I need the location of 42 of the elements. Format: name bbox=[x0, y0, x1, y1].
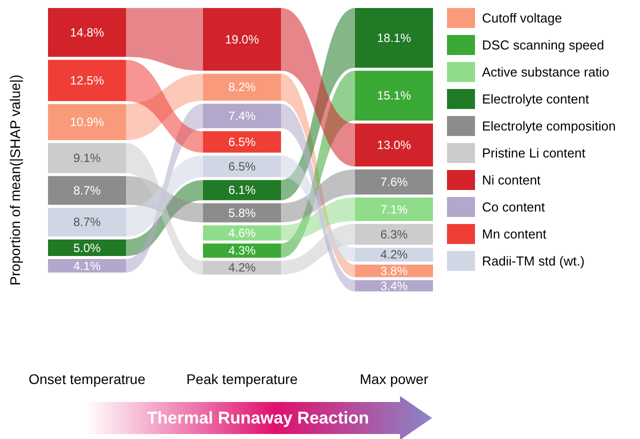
category-label: Max power bbox=[360, 371, 429, 387]
data-label: 5.8% bbox=[228, 206, 256, 220]
legend-label: Ni content bbox=[482, 172, 541, 188]
data-label: 6.1% bbox=[228, 183, 256, 198]
data-label: 8.7% bbox=[73, 215, 101, 230]
text: Proportion of mean(|SHAP value|) bbox=[7, 74, 23, 286]
legend-label: Active substance ratio bbox=[482, 64, 610, 80]
category-label: Peak temperature bbox=[186, 371, 298, 387]
data-label: 8.7% bbox=[73, 183, 101, 198]
legend-label: Pristine Li content bbox=[482, 146, 586, 160]
data-label: 6.5% bbox=[228, 134, 256, 149]
legend-label: Co content bbox=[482, 200, 546, 214]
data-label: 4.1% bbox=[73, 258, 101, 273]
data-label: 4.2% bbox=[380, 248, 408, 262]
data-label: 14.8% bbox=[70, 25, 104, 40]
data-label: 8.2% bbox=[228, 80, 256, 94]
data-label: 6.5% bbox=[228, 159, 256, 174]
legend-label: Electrolyte content bbox=[482, 92, 590, 106]
legend-label: Electrolyte composition bbox=[482, 118, 616, 134]
data-label: 3.8% bbox=[380, 264, 408, 278]
data-label: 7.4% bbox=[228, 108, 256, 123]
data-label: 19.0% bbox=[224, 32, 260, 46]
data-label: 4.3% bbox=[228, 244, 256, 258]
data-label: 18.1% bbox=[376, 30, 412, 45]
data-label: 6.3% bbox=[380, 227, 408, 242]
legend-label: Cutoff voltage bbox=[482, 10, 562, 26]
data-label: 10.9% bbox=[70, 115, 104, 130]
data-label: 13.0% bbox=[376, 138, 412, 152]
data-label: 4.2% bbox=[228, 260, 256, 275]
data-label: 4.6% bbox=[228, 226, 256, 240]
data-label: 5.0% bbox=[73, 240, 101, 255]
legend-label: DSC scanning speed bbox=[482, 38, 604, 52]
category-label: Onset temperatrue bbox=[28, 371, 146, 387]
legend-label: Mn content bbox=[482, 226, 547, 242]
data-label: 12.5% bbox=[70, 73, 104, 88]
legend-label: Radii-TM std (wt.) bbox=[482, 254, 585, 268]
text: Thermal Runaway Reaction bbox=[146, 408, 370, 428]
data-label: 7.1% bbox=[380, 202, 408, 216]
data-label: 7.6% bbox=[380, 175, 408, 189]
data-label: 3.4% bbox=[380, 278, 408, 293]
data-label: 9.1% bbox=[73, 151, 101, 166]
data-label: 15.1% bbox=[376, 88, 412, 103]
